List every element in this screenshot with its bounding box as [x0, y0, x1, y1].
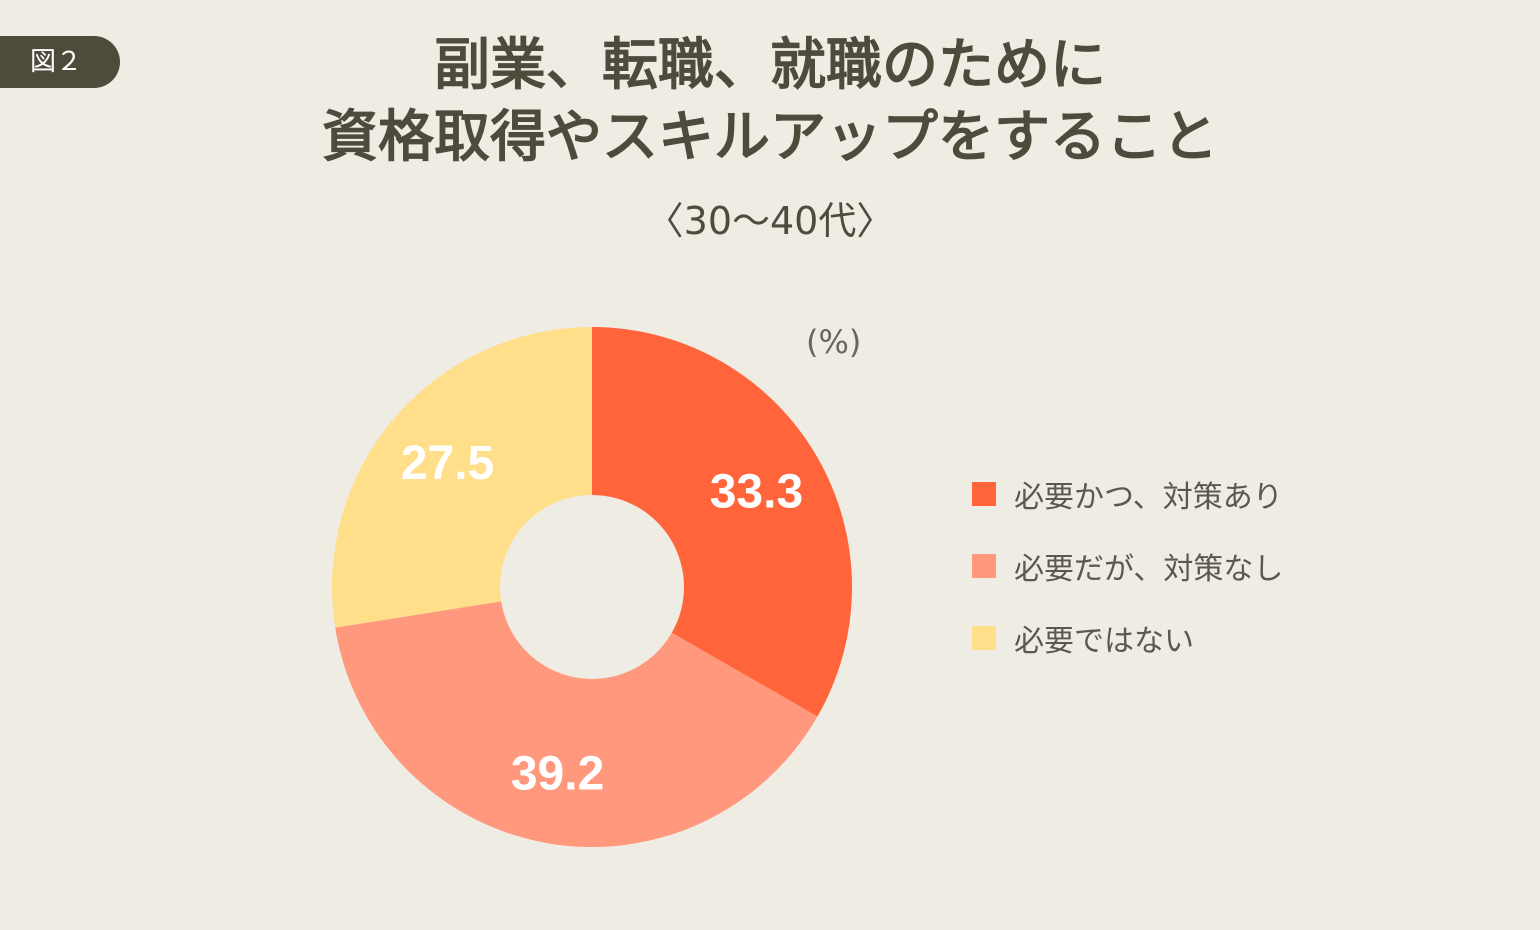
title-line-1: 副業、転職、就職のために	[434, 33, 1106, 98]
slice-value-label: 39.2	[511, 747, 604, 800]
legend-label: 必要かつ、対策あり	[1014, 480, 1283, 515]
legend-item: 必要ではない	[972, 614, 1283, 662]
slice-value-label: 33.3	[710, 465, 803, 518]
legend-item: 必要かつ、対策あり	[972, 470, 1283, 518]
title-line-2: 資格取得やスキルアップをすること	[322, 105, 1218, 170]
slice-value-label: 27.5	[401, 437, 494, 490]
unit-label: (%)	[806, 323, 862, 361]
chart-subtitle: 〈30〜40代〉	[645, 199, 895, 243]
legend-swatch	[972, 554, 996, 578]
legend-label: 必要ではない	[1014, 624, 1194, 659]
legend-label: 必要だが、対策なし	[1014, 552, 1284, 587]
figure-badge: 図２	[0, 36, 120, 88]
legend-swatch	[972, 482, 996, 506]
donut-slice	[331, 327, 592, 628]
legend-swatch	[972, 626, 996, 650]
chart-title: 副業、転職、就職のために 資格取得やスキルアップをすること	[0, 30, 1540, 174]
donut-slice	[592, 327, 852, 717]
donut-slice	[335, 601, 818, 847]
legend-item: 必要だが、対策なし	[972, 542, 1283, 590]
legend: 必要かつ、対策あり 必要だが、対策なし 必要ではない	[972, 470, 1283, 686]
